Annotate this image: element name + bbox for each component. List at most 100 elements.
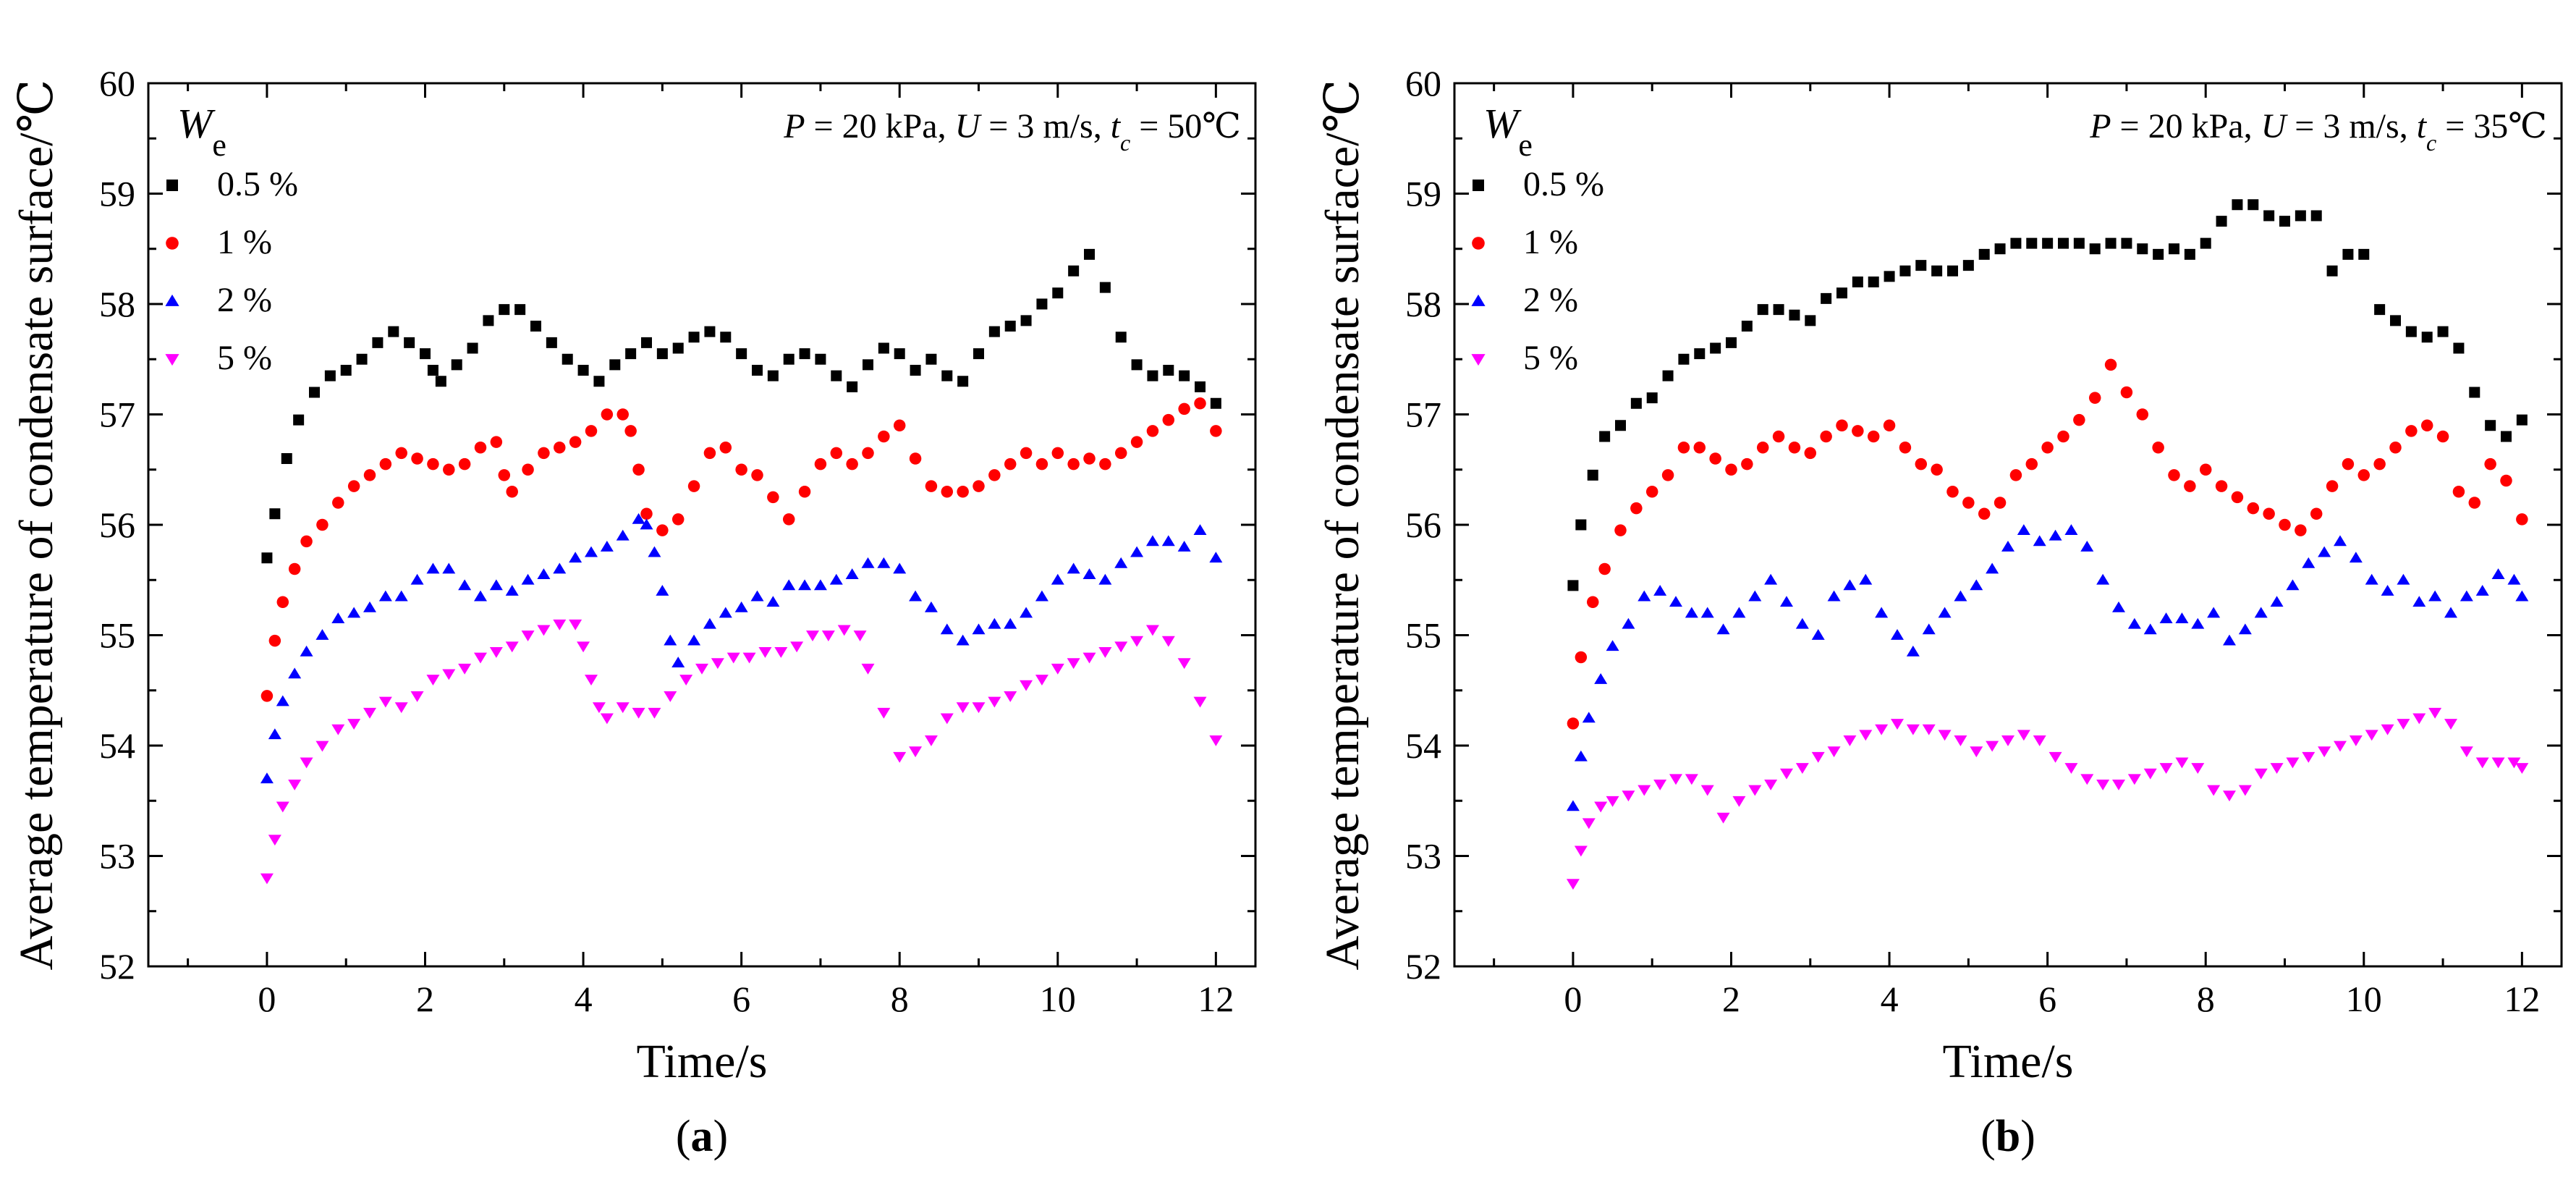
data-point-a-s3 xyxy=(1082,652,1096,664)
data-point-a-s3 xyxy=(758,646,772,658)
data-point-a-s1 xyxy=(260,690,274,702)
data-point-b-s0 xyxy=(1836,287,1847,299)
data-point-a-s0 xyxy=(514,304,526,316)
data-point-a-s3 xyxy=(1004,691,1017,702)
data-point-a-s1 xyxy=(632,463,645,476)
data-point-a-s2 xyxy=(378,590,392,602)
data-point-a-s2 xyxy=(664,634,677,646)
data-point-a-s0 xyxy=(1195,381,1206,392)
x-tick-label: 2 xyxy=(1722,979,1740,1019)
data-point-b-s3 xyxy=(2444,719,2457,730)
data-point-a-s3 xyxy=(861,663,875,675)
data-point-b-s2 xyxy=(2286,579,2300,591)
data-point-b-s3 xyxy=(2318,746,2331,758)
data-point-a-s2 xyxy=(648,546,661,557)
data-point-b-s2 xyxy=(1906,645,1920,657)
data-point-a-s2 xyxy=(893,562,907,574)
data-point-a-s1 xyxy=(276,596,289,608)
data-point-a-s0 xyxy=(799,348,810,360)
data-point-a-s3 xyxy=(347,719,361,730)
data-point-a-s0 xyxy=(546,337,557,348)
data-point-b-s0 xyxy=(2358,248,2370,260)
data-point-b-s3 xyxy=(2428,707,2442,719)
data-point-b-s1 xyxy=(1575,651,1588,664)
data-point-a-s2 xyxy=(734,601,748,612)
data-point-b-s3 xyxy=(2175,757,2189,769)
data-point-a-s2 xyxy=(616,529,630,541)
data-point-b-s3 xyxy=(1986,741,1999,752)
legend-title-b: We xyxy=(1483,100,1533,163)
data-point-b-s3 xyxy=(1764,779,1778,790)
data-point-a-s1 xyxy=(1178,402,1190,415)
data-point-a-s3 xyxy=(1177,658,1191,670)
data-point-a-s0 xyxy=(863,359,873,371)
data-point-b-s2 xyxy=(2444,607,2457,618)
data-point-b-s2 xyxy=(1859,573,1873,585)
data-point-b-s2 xyxy=(2412,596,2426,607)
y-tick-label: 52 xyxy=(99,946,135,987)
data-point-a-s0 xyxy=(404,337,415,348)
data-point-a-s1 xyxy=(411,452,423,465)
data-point-a-s1 xyxy=(624,425,637,437)
data-point-a-s0 xyxy=(894,348,905,360)
data-point-a-s2 xyxy=(1177,540,1191,552)
data-point-a-s3 xyxy=(695,663,708,675)
data-point-a-s2 xyxy=(521,573,535,585)
data-point-b-s2 xyxy=(1582,712,1596,723)
y-tick-label: 56 xyxy=(99,505,135,545)
data-point-b-s2 xyxy=(1986,562,1999,574)
data-point-b-s2 xyxy=(1716,623,1730,635)
y-tick-label: 55 xyxy=(1405,615,1441,656)
data-point-b-s2 xyxy=(1637,590,1651,602)
data-point-b-s1 xyxy=(2500,474,2512,487)
data-point-b-s1 xyxy=(2295,524,2307,536)
data-point-b-s2 xyxy=(1606,640,1619,651)
data-point-b-s1 xyxy=(1820,430,1832,443)
data-point-a-s3 xyxy=(1114,641,1128,653)
data-point-a-s1 xyxy=(490,436,503,448)
data-point-b-s0 xyxy=(1805,315,1816,326)
data-point-a-s1 xyxy=(1162,413,1175,426)
data-point-b-s1 xyxy=(2389,442,2402,454)
data-point-b-s1 xyxy=(1931,463,1943,476)
data-point-a-s1 xyxy=(640,507,653,520)
legend-label-b-s0: 0.5 % xyxy=(1523,165,1604,203)
x-tick-label: 0 xyxy=(1564,979,1582,1019)
data-point-b-s1 xyxy=(2057,430,2069,443)
data-point-a-s0 xyxy=(293,414,305,426)
data-point-b-s0 xyxy=(1868,277,1879,287)
data-point-a-s0 xyxy=(340,365,352,376)
y-tick-label: 53 xyxy=(1405,836,1441,877)
data-point-a-s1 xyxy=(316,518,329,531)
data-point-a-s0 xyxy=(261,552,273,564)
data-point-a-s3 xyxy=(972,702,986,714)
data-point-b-s2 xyxy=(2254,607,2268,618)
data-point-a-s1 xyxy=(798,486,811,498)
data-point-a-s3 xyxy=(1130,636,1144,647)
data-point-a-s2 xyxy=(1004,617,1017,629)
data-point-a-s0 xyxy=(625,348,637,360)
panel-b: 0 2 4 6 8 10 12 52 53 54 55 56 57 58 59 60 Time/s Avera… xyxy=(1316,63,2563,1161)
data-point-b-s2 xyxy=(2302,557,2316,568)
data-point-a-s2 xyxy=(1130,546,1144,557)
data-point-a-s3 xyxy=(521,630,535,642)
data-point-a-s3 xyxy=(742,652,756,664)
data-point-a-s1 xyxy=(719,442,732,454)
data-point-b-s2 xyxy=(2397,573,2410,585)
data-point-b-s2 xyxy=(2096,573,2110,585)
data-point-b-s2 xyxy=(1922,623,1936,635)
data-point-a-s0 xyxy=(1210,397,1221,409)
y-tick-label: 58 xyxy=(99,284,135,324)
data-point-b-s0 xyxy=(1757,304,1768,316)
data-point-a-s0 xyxy=(388,326,399,337)
data-point-b-s3 xyxy=(1594,801,1608,813)
legend-a: 0.5 % 1 % 2 % 5 % xyxy=(165,165,298,377)
data-point-b-s3 xyxy=(1732,796,1746,807)
data-point-a-s2 xyxy=(489,579,503,591)
data-point-b-s3 xyxy=(1637,785,1651,796)
data-point-b-s0 xyxy=(1741,321,1753,332)
data-point-a-s0 xyxy=(499,304,510,316)
data-point-b-s2 xyxy=(1780,596,1793,607)
data-point-a-s3 xyxy=(300,757,313,769)
data-point-b-s1 xyxy=(1587,596,1599,608)
